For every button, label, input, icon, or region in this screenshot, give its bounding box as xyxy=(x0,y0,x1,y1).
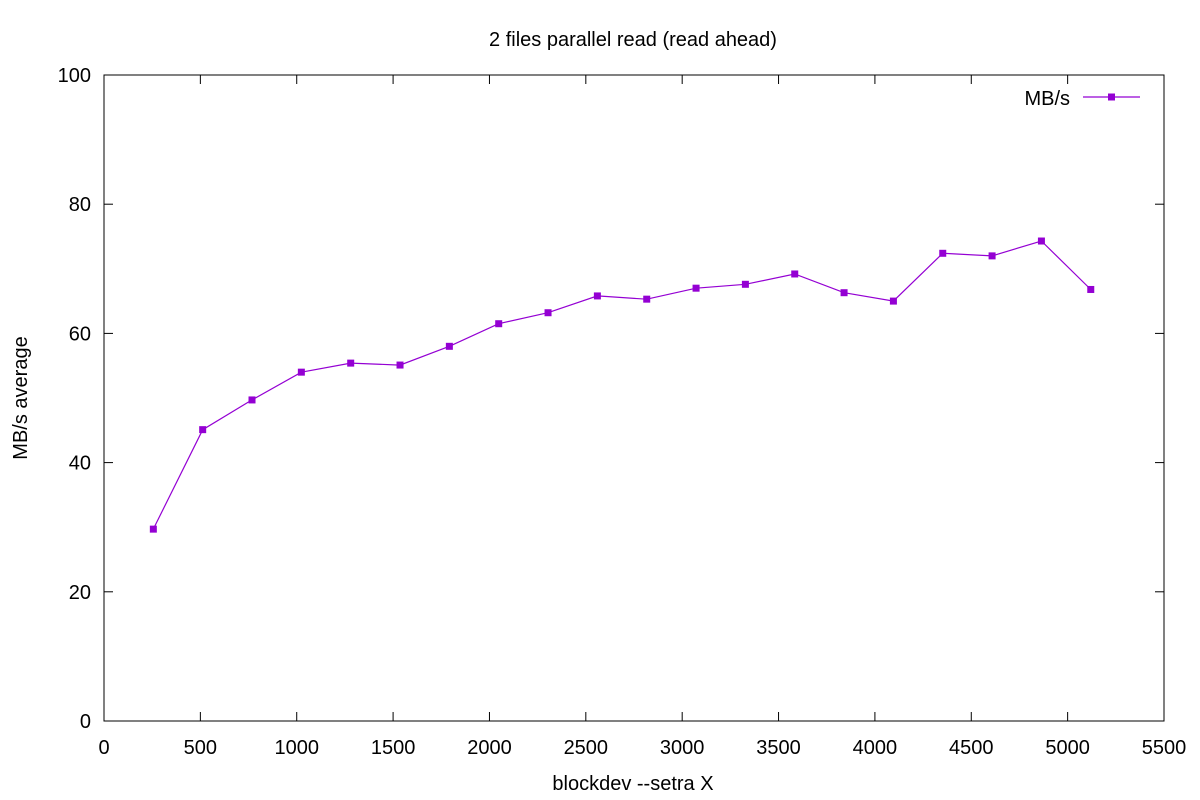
y-tick-label: 20 xyxy=(69,582,91,604)
x-tick-label: 2500 xyxy=(564,737,609,759)
plot-area: 0 500 1000 1500 2000 2500 3000 3500 4000 4500 5000… xyxy=(58,65,1187,759)
data-point xyxy=(692,284,700,292)
data-point xyxy=(149,525,157,533)
y-tick-label: 40 xyxy=(69,453,91,475)
data-point xyxy=(248,396,256,404)
data-point xyxy=(643,295,651,303)
data-point xyxy=(791,270,799,278)
legend: MB/s xyxy=(1024,88,1140,110)
x-tick-label: 4500 xyxy=(949,737,994,759)
y-tick-label: 100 xyxy=(58,65,91,87)
legend-marker xyxy=(1108,93,1115,101)
data-point xyxy=(297,368,305,376)
series-line xyxy=(152,240,1092,530)
data-point xyxy=(1037,237,1045,245)
x-tick-label: 3000 xyxy=(660,737,705,759)
x-tick-label: 4000 xyxy=(853,737,898,759)
data-point xyxy=(199,426,207,434)
data-point xyxy=(544,309,552,317)
data-point xyxy=(889,297,897,305)
x-tick-label: 5000 xyxy=(1045,737,1090,759)
data-point xyxy=(939,249,947,257)
x-tick-label: 0 xyxy=(98,737,109,759)
x-tick-label: 500 xyxy=(184,737,217,759)
data-point xyxy=(445,342,453,350)
legend-label: MB/s xyxy=(1024,88,1070,110)
data-point xyxy=(347,359,355,367)
y-axis-label: MB/s average xyxy=(10,336,32,459)
data-point xyxy=(1087,285,1095,293)
x-tick-label: 3500 xyxy=(756,737,801,759)
data-point xyxy=(593,292,601,300)
x-tick-label: 1000 xyxy=(274,737,319,759)
x-tick-label: 1500 xyxy=(371,737,416,759)
chart-title: 2 files parallel read (read ahead) xyxy=(489,29,777,51)
x-axis-label: blockdev --setra X xyxy=(552,773,713,795)
x-tick-label: 2000 xyxy=(467,737,512,759)
y-tick-label: 0 xyxy=(80,711,91,733)
data-point xyxy=(840,289,848,297)
y-tick-label: 60 xyxy=(69,323,91,345)
x-tick-label: 5500 xyxy=(1142,737,1187,759)
data-point xyxy=(988,252,996,260)
y-tick-label: 80 xyxy=(69,194,91,216)
data-point xyxy=(741,280,749,288)
plot-frame xyxy=(103,74,1165,722)
data-point xyxy=(495,320,503,328)
data-point xyxy=(396,361,404,369)
